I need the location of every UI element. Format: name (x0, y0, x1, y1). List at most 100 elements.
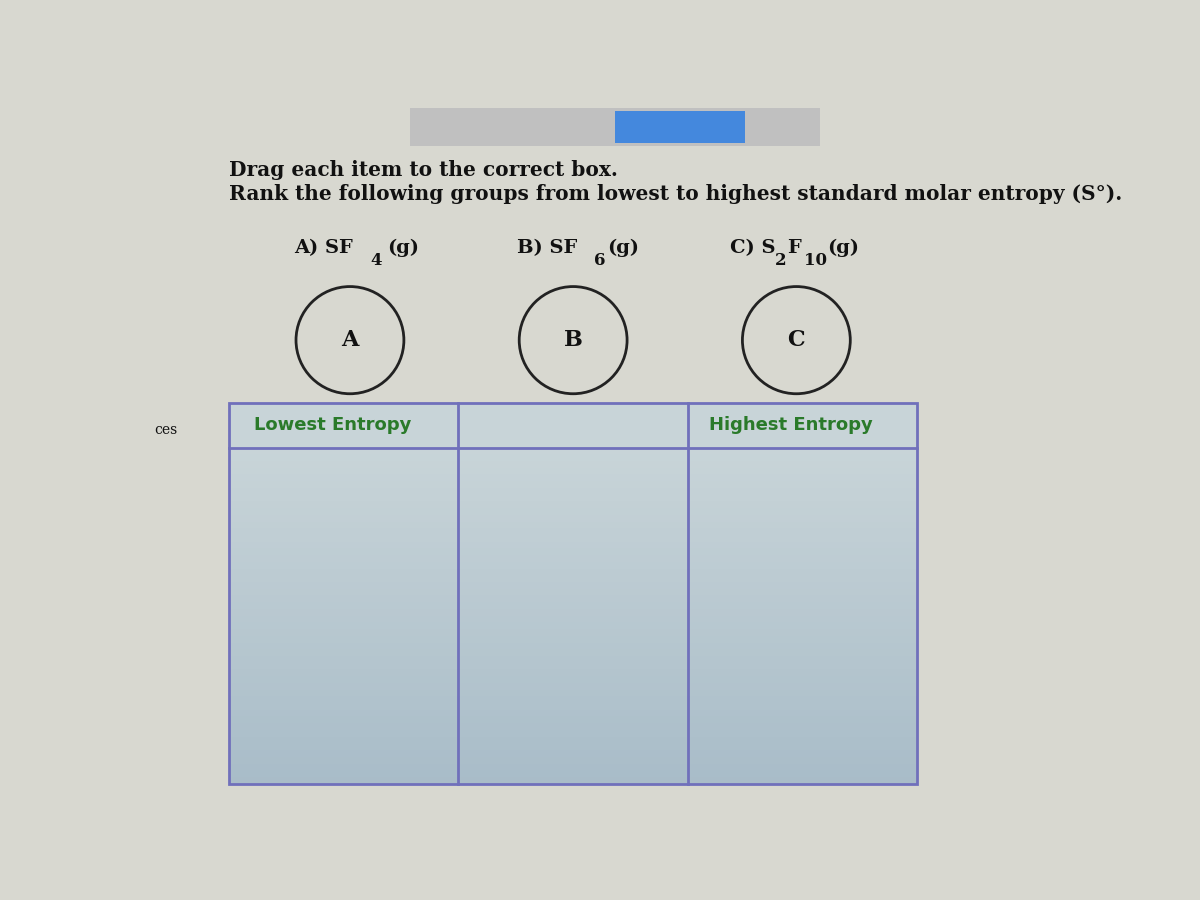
Bar (688, 515, 917, 521)
Text: (g): (g) (827, 238, 859, 257)
Bar (229, 616, 458, 622)
Bar (229, 589, 458, 596)
Bar (458, 689, 688, 697)
Text: 2: 2 (775, 253, 786, 269)
Bar (458, 542, 688, 548)
Bar (229, 555, 458, 562)
Bar (688, 589, 917, 596)
Bar (458, 454, 688, 461)
Bar (229, 743, 458, 750)
Bar (688, 575, 917, 582)
Bar (688, 447, 917, 454)
Bar (688, 770, 917, 777)
Bar (458, 697, 688, 703)
Bar (229, 569, 458, 575)
Text: Drag each item to the correct box.: Drag each item to the correct box. (229, 160, 618, 180)
Bar (688, 495, 917, 501)
Bar (458, 777, 688, 784)
Text: A: A (341, 329, 359, 351)
Bar (229, 402, 917, 784)
Bar (229, 683, 458, 689)
Bar (458, 589, 688, 596)
Bar (688, 743, 917, 750)
Bar (229, 777, 458, 784)
Bar (688, 454, 917, 461)
Bar (458, 521, 688, 528)
Bar (688, 609, 917, 616)
Bar (458, 635, 688, 643)
Bar (229, 730, 458, 736)
Bar (229, 622, 458, 629)
Bar (229, 716, 458, 724)
Text: B) SF: B) SF (517, 239, 577, 257)
Bar (229, 575, 458, 582)
Bar (458, 736, 688, 743)
Bar (229, 474, 458, 482)
Bar (229, 454, 458, 461)
Bar (458, 569, 688, 575)
Bar (229, 548, 458, 555)
Bar (688, 635, 917, 643)
Bar (229, 750, 458, 757)
Bar (688, 736, 917, 743)
Bar (688, 697, 917, 703)
Bar (458, 596, 688, 602)
Bar (688, 488, 917, 495)
Bar (458, 515, 688, 521)
Bar (229, 501, 458, 508)
Bar (688, 508, 917, 515)
Text: Rank the following groups from lowest to highest standard molar entropy (S°).: Rank the following groups from lowest to… (229, 184, 1122, 204)
Text: C) S: C) S (731, 239, 776, 257)
Bar (229, 710, 458, 716)
Bar (688, 656, 917, 662)
Bar (458, 528, 688, 535)
Bar (688, 643, 917, 649)
Bar (688, 535, 917, 542)
Bar (688, 461, 917, 468)
Bar (229, 488, 458, 495)
Bar (458, 447, 688, 454)
Bar (688, 757, 917, 763)
Bar (229, 770, 458, 777)
Text: (g): (g) (388, 238, 419, 257)
Bar (688, 402, 917, 447)
Bar (458, 602, 688, 609)
Bar (458, 501, 688, 508)
Bar (458, 730, 688, 736)
Text: Highest Entropy: Highest Entropy (709, 416, 872, 434)
Bar (688, 482, 917, 488)
Bar (458, 495, 688, 501)
Bar (229, 697, 458, 703)
Text: 6: 6 (594, 253, 605, 269)
Bar (458, 548, 688, 555)
Bar (458, 616, 688, 622)
Bar (229, 602, 458, 609)
Bar (458, 757, 688, 763)
Bar (688, 724, 917, 730)
Bar (458, 643, 688, 649)
Text: A) SF: A) SF (294, 239, 353, 257)
Bar (688, 629, 917, 635)
Bar (229, 724, 458, 730)
Bar (688, 683, 917, 689)
Bar (458, 670, 688, 676)
Bar (458, 770, 688, 777)
Bar (688, 777, 917, 784)
Bar (229, 656, 458, 662)
Bar (616, 112, 745, 142)
Bar (229, 535, 458, 542)
Bar (458, 622, 688, 629)
Bar (229, 689, 458, 697)
Bar (229, 676, 458, 683)
Text: B: B (564, 329, 582, 351)
Bar (229, 763, 458, 770)
Bar (688, 596, 917, 602)
Text: C: C (787, 329, 805, 351)
Text: 10: 10 (804, 253, 827, 269)
Bar (229, 703, 458, 710)
Bar (458, 468, 688, 474)
Bar (688, 569, 917, 575)
Bar (229, 482, 458, 488)
Bar (688, 710, 917, 716)
Bar (688, 763, 917, 770)
